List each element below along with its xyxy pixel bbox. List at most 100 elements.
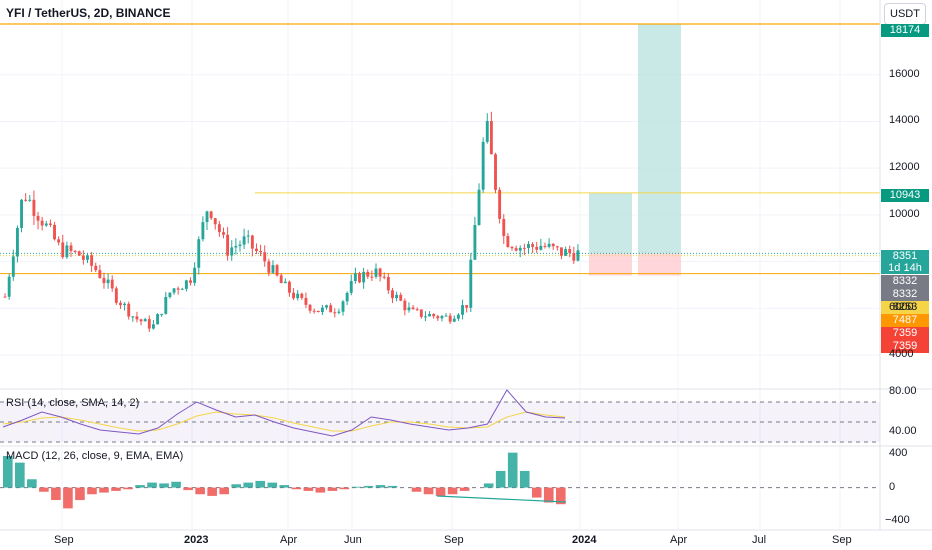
macd-histogram-bar	[147, 482, 157, 488]
macd-histogram-bar	[303, 487, 314, 491]
candle-body	[123, 303, 127, 306]
candle-body	[518, 247, 522, 251]
macd-histogram-bar	[519, 470, 530, 488]
macd-histogram-bar	[159, 483, 169, 488]
macd-histogram-bar	[435, 487, 446, 496]
divergence-line	[436, 495, 567, 503]
candle-body	[271, 265, 275, 273]
candle-body	[378, 268, 382, 277]
candle-body	[543, 245, 547, 247]
macd-histogram-bar	[483, 483, 494, 488]
candle-body	[267, 261, 271, 273]
macd-histogram-bar	[363, 485, 374, 488]
macd-histogram-bar	[267, 482, 278, 488]
candle-body	[353, 273, 357, 281]
candle-body	[440, 316, 444, 319]
candle-body	[320, 307, 324, 313]
current-price: 8351	[892, 250, 918, 262]
position-zones	[589, 24, 681, 276]
time-tick-label: Apr	[280, 534, 298, 546]
candle-body	[465, 305, 469, 308]
macd-histogram-bar	[279, 485, 290, 488]
candle-body	[36, 215, 40, 221]
candle-body	[127, 303, 131, 317]
horizontal-levels	[0, 23, 880, 275]
candle-body	[539, 245, 543, 250]
candle-body	[65, 245, 69, 258]
candle-body	[259, 250, 263, 253]
candle-body	[20, 199, 23, 228]
price-tick-label: 4000	[889, 348, 914, 360]
macd-histogram-bar	[339, 487, 350, 490]
macd-histogram-bar	[291, 487, 302, 490]
candle-body	[32, 199, 36, 216]
candle-body	[419, 309, 423, 317]
candle-body	[469, 259, 473, 308]
candle-body	[370, 276, 374, 278]
candle-body	[514, 248, 518, 251]
macd-histogram-bar	[51, 487, 61, 501]
candle-body	[300, 293, 304, 298]
time-tick-label: Sep	[832, 534, 852, 546]
candle-body	[143, 319, 147, 322]
macd-histogram-bar	[111, 487, 121, 491]
candle-body	[374, 268, 378, 277]
candle-body	[432, 314, 436, 317]
candle-body	[135, 316, 139, 320]
rsi-tick-label: 40.00	[889, 425, 917, 437]
macd-histogram-bar	[219, 487, 229, 495]
macd-tick-label: 0	[889, 480, 896, 493]
candle-body	[28, 199, 32, 201]
candle-body	[481, 141, 485, 190]
candle-body	[217, 224, 221, 233]
macd-histogram-bar	[555, 487, 566, 505]
macd-histogram-bar	[123, 487, 133, 490]
price-tick-label: 6000	[889, 301, 914, 314]
candle-body	[86, 255, 89, 260]
candle-body	[205, 211, 209, 223]
price-tick-label: 12000	[889, 161, 920, 174]
candle-body	[287, 281, 291, 293]
candle-body	[560, 247, 563, 256]
candle-body	[395, 294, 399, 299]
time-tick-label: Sep	[444, 534, 464, 546]
candle-body	[209, 211, 213, 219]
candle-body	[547, 243, 551, 247]
candle-body	[316, 310, 320, 313]
macd-histogram-bar	[423, 487, 434, 495]
candle-body	[238, 244, 242, 247]
chart-title: YFI / TetherUS, 2D, BINANCE	[6, 6, 171, 20]
macd-histogram-bar	[231, 484, 242, 488]
candle-body	[411, 307, 415, 310]
price-tag-current: 8351 1d 14h	[881, 250, 929, 274]
candle-body	[213, 218, 217, 225]
candle-body	[576, 250, 580, 261]
macd-histogram-bar	[495, 470, 506, 488]
macd-histogram-bar	[375, 485, 386, 488]
candle-body	[386, 276, 390, 291]
stop-zone-2	[638, 253, 681, 276]
time-tick-label: Jul	[752, 534, 767, 546]
candle-body	[531, 244, 535, 247]
rsi-line	[2, 389, 566, 437]
macd-histogram-bar	[315, 487, 326, 493]
macd-histogram-bar	[195, 487, 205, 495]
macd-histogram-bar	[171, 481, 181, 488]
candle-body	[151, 324, 155, 329]
candle-body	[452, 318, 456, 322]
candle-body	[230, 247, 234, 256]
candle-body	[98, 270, 102, 278]
candle-body	[234, 246, 238, 248]
candle-body	[168, 292, 172, 297]
candle-body	[119, 302, 122, 306]
candle-body	[114, 288, 118, 303]
candle-body	[424, 316, 427, 318]
candle-body	[172, 288, 176, 293]
candlestick-series	[3, 111, 580, 332]
candle-body	[156, 314, 159, 325]
currency-button[interactable]: USDT	[884, 3, 926, 25]
macd-histogram-bar	[183, 487, 193, 491]
macd-histogram-bar	[351, 486, 362, 488]
candle-body	[382, 276, 386, 278]
